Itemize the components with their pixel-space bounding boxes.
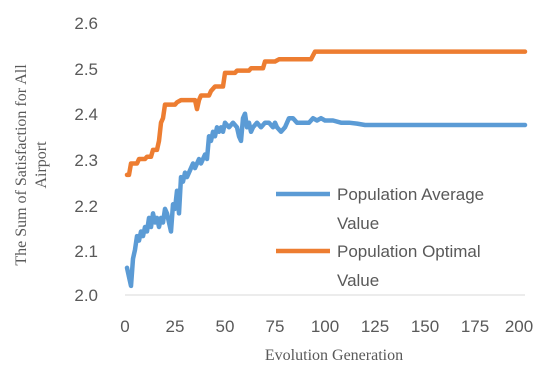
x-tick-label-175: 175 bbox=[461, 317, 489, 336]
y-tick-label-2-0: 2.0 bbox=[74, 286, 98, 305]
series-line-population-average bbox=[124, 111, 528, 289]
legend-label-population-average-line-2: Value bbox=[337, 214, 379, 233]
x-tick-label-125: 125 bbox=[361, 317, 389, 336]
legend-entry-population-optimal: Population Optimal Value bbox=[276, 242, 481, 290]
x-tick-labels: 0 25 50 75 100 125 150 175 200 bbox=[120, 317, 533, 336]
y-tick-label-2-5: 2.5 bbox=[74, 60, 98, 79]
x-tick-label-150: 150 bbox=[411, 317, 439, 336]
legend-entry-population-average: Population Average Value bbox=[276, 185, 484, 233]
legend-label-population-average-line-1: Population Average bbox=[337, 185, 484, 204]
x-axis: 0 25 50 75 100 125 150 175 200 Evolution… bbox=[120, 294, 533, 364]
y-tick-labels: 2.0 2.1 2.2 2.3 2.4 2.5 2.6 bbox=[74, 14, 98, 305]
y-tick-label-2-4: 2.4 bbox=[74, 105, 98, 124]
x-tick-label-75: 75 bbox=[266, 317, 285, 336]
y-axis: 2.0 2.1 2.2 2.3 2.4 2.5 2.6 The Sum of S… bbox=[13, 14, 98, 305]
legend-label-population-optimal-line-2: Value bbox=[337, 271, 379, 290]
x-tick-label-25: 25 bbox=[166, 317, 185, 336]
y-axis-title-line-1: The Sum of Satisfaction for All bbox=[13, 64, 30, 266]
x-axis-title: Evolution Generation bbox=[265, 347, 403, 364]
y-axis-title: The Sum of Satisfaction for All Airport bbox=[13, 64, 50, 266]
legend-label-population-optimal-line-1: Population Optimal bbox=[337, 242, 481, 261]
y-tick-label-2-3: 2.3 bbox=[74, 151, 98, 170]
x-tick-label-200: 200 bbox=[505, 317, 533, 336]
x-tick-label-100: 100 bbox=[311, 317, 339, 336]
legend: Population Average Value Population Opti… bbox=[276, 185, 484, 290]
y-tick-label-2-1: 2.1 bbox=[74, 242, 98, 261]
y-tick-label-2-6: 2.6 bbox=[74, 14, 98, 33]
x-tick-label-0: 0 bbox=[120, 317, 129, 336]
y-tick-label-2-2: 2.2 bbox=[74, 197, 98, 216]
y-axis-title-line-2: Airport bbox=[33, 141, 50, 189]
x-tick-label-50: 50 bbox=[216, 317, 235, 336]
series-line-population-optimal bbox=[124, 49, 528, 178]
plot-area bbox=[124, 49, 528, 289]
